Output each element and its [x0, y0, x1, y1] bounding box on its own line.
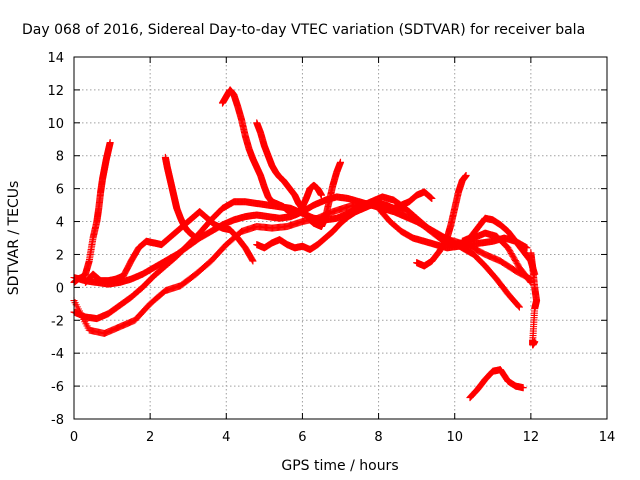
y-tick-label: -2 [51, 314, 64, 329]
x-tick-label: 6 [298, 430, 306, 445]
y-tick-label: 8 [56, 150, 64, 165]
y-tick-label: 2 [56, 248, 64, 263]
y-tick-label: 0 [56, 281, 64, 296]
y-tick-labels: -8 -6 -4 -2 0 2 4 6 8 10 12 14 [47, 51, 64, 428]
grid [73, 56, 608, 420]
x-tick-label: 10 [446, 430, 463, 445]
x-tick-label: 14 [599, 430, 616, 445]
series-arc-l [466, 366, 527, 402]
x-tick-label: 2 [146, 430, 154, 445]
y-tick-label: -4 [51, 347, 64, 362]
y-tick-label: 10 [47, 117, 64, 132]
chart-title: Day 068 of 2016, Sidereal Day-to-day VTE… [22, 22, 585, 38]
x-tick-label: 0 [70, 430, 78, 445]
y-tick-label: 14 [47, 51, 64, 66]
x-tick-label: 4 [222, 430, 230, 445]
y-tick-label: 6 [56, 183, 64, 198]
data-point [515, 303, 523, 311]
plot-frame [73, 56, 608, 420]
y-tick-label: 12 [47, 84, 64, 99]
data-marks [70, 86, 541, 402]
data-point [515, 302, 523, 310]
y-axis-label: SDTVAR / TECUs [6, 181, 22, 296]
x-tick-label: 8 [374, 430, 382, 445]
series-arc-m [527, 249, 541, 349]
x-tick-labels: 0 2 4 6 8 10 12 14 [70, 430, 615, 445]
series-arc-d [81, 208, 257, 286]
series-arc-g [70, 139, 114, 286]
y-tick-label: -8 [51, 413, 64, 428]
y-tick-label: 4 [56, 216, 64, 231]
y-tick-label: -6 [51, 380, 64, 395]
series-arc-c [70, 199, 535, 337]
x-tick-label: 12 [523, 430, 540, 445]
x-axis-label: GPS time / hours [281, 458, 398, 474]
